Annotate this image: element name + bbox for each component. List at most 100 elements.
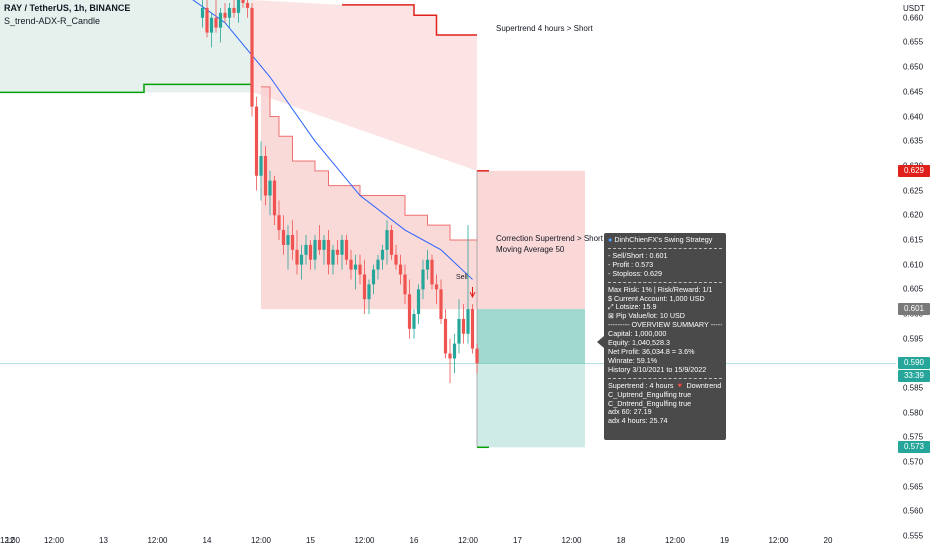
x-tick-label: 12:00 bbox=[43, 536, 65, 545]
y-tick-label: 0.595 bbox=[903, 334, 924, 344]
info-separator bbox=[608, 247, 722, 249]
profit-progress-zone bbox=[477, 309, 585, 364]
x-tick-label: 12:00 bbox=[354, 536, 375, 545]
candle-body bbox=[470, 309, 475, 349]
info-line: ⤢ Lotsize: 15.9 bbox=[608, 303, 657, 312]
entry-price-tag: 0.601 bbox=[898, 303, 930, 316]
info-line: Capital: 1,000,000 bbox=[608, 330, 667, 339]
stoploss-zone bbox=[477, 170, 585, 310]
candle-body bbox=[475, 348, 479, 364]
info-line: Equity: 1,040,528.3 bbox=[608, 339, 670, 348]
stoploss-price-tag: 0.629 bbox=[898, 164, 930, 177]
y-tick-label: 0.585 bbox=[903, 383, 924, 393]
candle-body bbox=[227, 7, 232, 18]
candle-body bbox=[430, 259, 434, 285]
candle-body bbox=[214, 17, 218, 28]
info-icon: ● bbox=[608, 236, 613, 244]
candle-body bbox=[416, 289, 421, 315]
candle-body bbox=[236, 0, 241, 13]
candle-body bbox=[371, 269, 376, 285]
x-tick-label: 17 bbox=[513, 536, 522, 545]
candle-body bbox=[295, 249, 299, 265]
info-line: History 3/10/2021 to 15/9/2022 bbox=[608, 365, 707, 374]
symbol-title: RAY / TetherUS, 1h, BINANCE bbox=[4, 3, 131, 13]
candle-body bbox=[421, 269, 425, 290]
info-line: - Stoploss: 0.629 bbox=[608, 269, 662, 278]
candle-body bbox=[389, 230, 394, 255]
candle-body bbox=[218, 12, 223, 28]
candle-body bbox=[241, 0, 245, 3]
info-line: Supertrend : 4 hours 🔻 Downtrend bbox=[608, 381, 722, 390]
indicator-name[interactable]: S_trend-ADX-R_Candle bbox=[4, 16, 101, 26]
x-tick-label: 18 bbox=[616, 536, 626, 545]
uptrend-zone bbox=[0, 0, 252, 93]
info-line: ⊠ Pip Value/lot: 10 USD bbox=[608, 312, 686, 321]
candle-body bbox=[380, 249, 385, 260]
y-tick-label: 0.660 bbox=[903, 13, 924, 23]
sell-arrow-icon bbox=[469, 287, 476, 299]
info-title: ● DinhChienFX's Swing Strategy bbox=[608, 236, 713, 244]
candle-body bbox=[209, 17, 214, 33]
y-tick-label: 0.560 bbox=[903, 506, 924, 516]
correction-supertrend-line bbox=[261, 86, 477, 241]
info-line: Winrate: 59.1% bbox=[608, 356, 658, 365]
x-tick-label: 12:00 bbox=[147, 536, 168, 545]
info-line: C_Dntrend_Engulfing true bbox=[608, 399, 692, 408]
candle-body bbox=[205, 7, 209, 33]
moving-average-line bbox=[192, 0, 473, 280]
correction-supertrend-label: Correction Supertrend > Short bbox=[496, 233, 603, 243]
candle-body bbox=[290, 235, 295, 250]
candle-body bbox=[263, 156, 268, 196]
candle-body bbox=[385, 230, 389, 250]
downtrend-zone bbox=[252, 0, 477, 171]
x-tick-label: 12:00 bbox=[457, 536, 479, 545]
x-tick-label: 12:00 bbox=[561, 536, 582, 545]
candle-body bbox=[457, 318, 461, 344]
info-separator bbox=[608, 377, 722, 379]
candle-body bbox=[281, 230, 286, 245]
sell-signal-label: Sell bbox=[456, 274, 468, 281]
candle-body bbox=[362, 274, 367, 300]
candle-body bbox=[322, 239, 326, 250]
info-line: --------- OVERVIEW SUMMARY --------- bbox=[608, 321, 722, 330]
moving-average-label: Moving Average 50 bbox=[496, 244, 565, 254]
candle-body bbox=[254, 106, 259, 176]
info-line: C_Uptrend_Engulfing true bbox=[608, 390, 692, 399]
target-price-tag: 0.573 bbox=[898, 441, 930, 454]
x-tick-label: 14 bbox=[202, 536, 212, 545]
x-tick-label: 19 bbox=[720, 536, 729, 545]
candle-body bbox=[461, 318, 466, 334]
candle-body bbox=[349, 259, 353, 270]
x-tick-label: 12:00 bbox=[768, 536, 789, 545]
candle-body bbox=[425, 259, 430, 270]
candle-body bbox=[304, 244, 308, 255]
strategy-info-box: ● DinhChienFX's Swing Strategy - Sell/Sh… bbox=[604, 233, 726, 440]
candle-body bbox=[367, 284, 371, 300]
bar-countdown-tag: 33:39 bbox=[898, 370, 930, 383]
y-tick-label: 0.575 bbox=[903, 432, 924, 442]
x-tick-label: 12 bbox=[5, 536, 15, 545]
info-line: adx 60: 27.19 bbox=[608, 408, 652, 417]
info-line: Max Risk: 1% | Risk/Reward: 1/1 bbox=[608, 285, 713, 294]
candle-body bbox=[272, 180, 277, 216]
candle-body bbox=[403, 274, 407, 295]
candle-body bbox=[452, 343, 457, 359]
candle-body bbox=[232, 7, 236, 13]
y-tick-label: 0.655 bbox=[903, 37, 924, 47]
candle-body bbox=[326, 239, 331, 265]
candle-body bbox=[412, 314, 416, 329]
info-line: - Profit : 0.573 bbox=[608, 260, 654, 269]
candle-body bbox=[353, 264, 358, 270]
y-tick-label: 0.650 bbox=[903, 62, 924, 72]
candle-body bbox=[223, 12, 227, 18]
y-tick-label: 0.645 bbox=[903, 87, 924, 97]
y-tick-label: 0.570 bbox=[903, 457, 924, 467]
candle-body bbox=[443, 318, 448, 354]
candle-body bbox=[277, 215, 281, 231]
y-tick-label: 0.555 bbox=[903, 531, 924, 541]
candle-body bbox=[394, 254, 398, 265]
candle-body bbox=[340, 239, 344, 255]
y-tick-label: 0.580 bbox=[903, 408, 924, 418]
supertrend-4h-label: Supertrend 4 hours > Short bbox=[496, 24, 593, 34]
